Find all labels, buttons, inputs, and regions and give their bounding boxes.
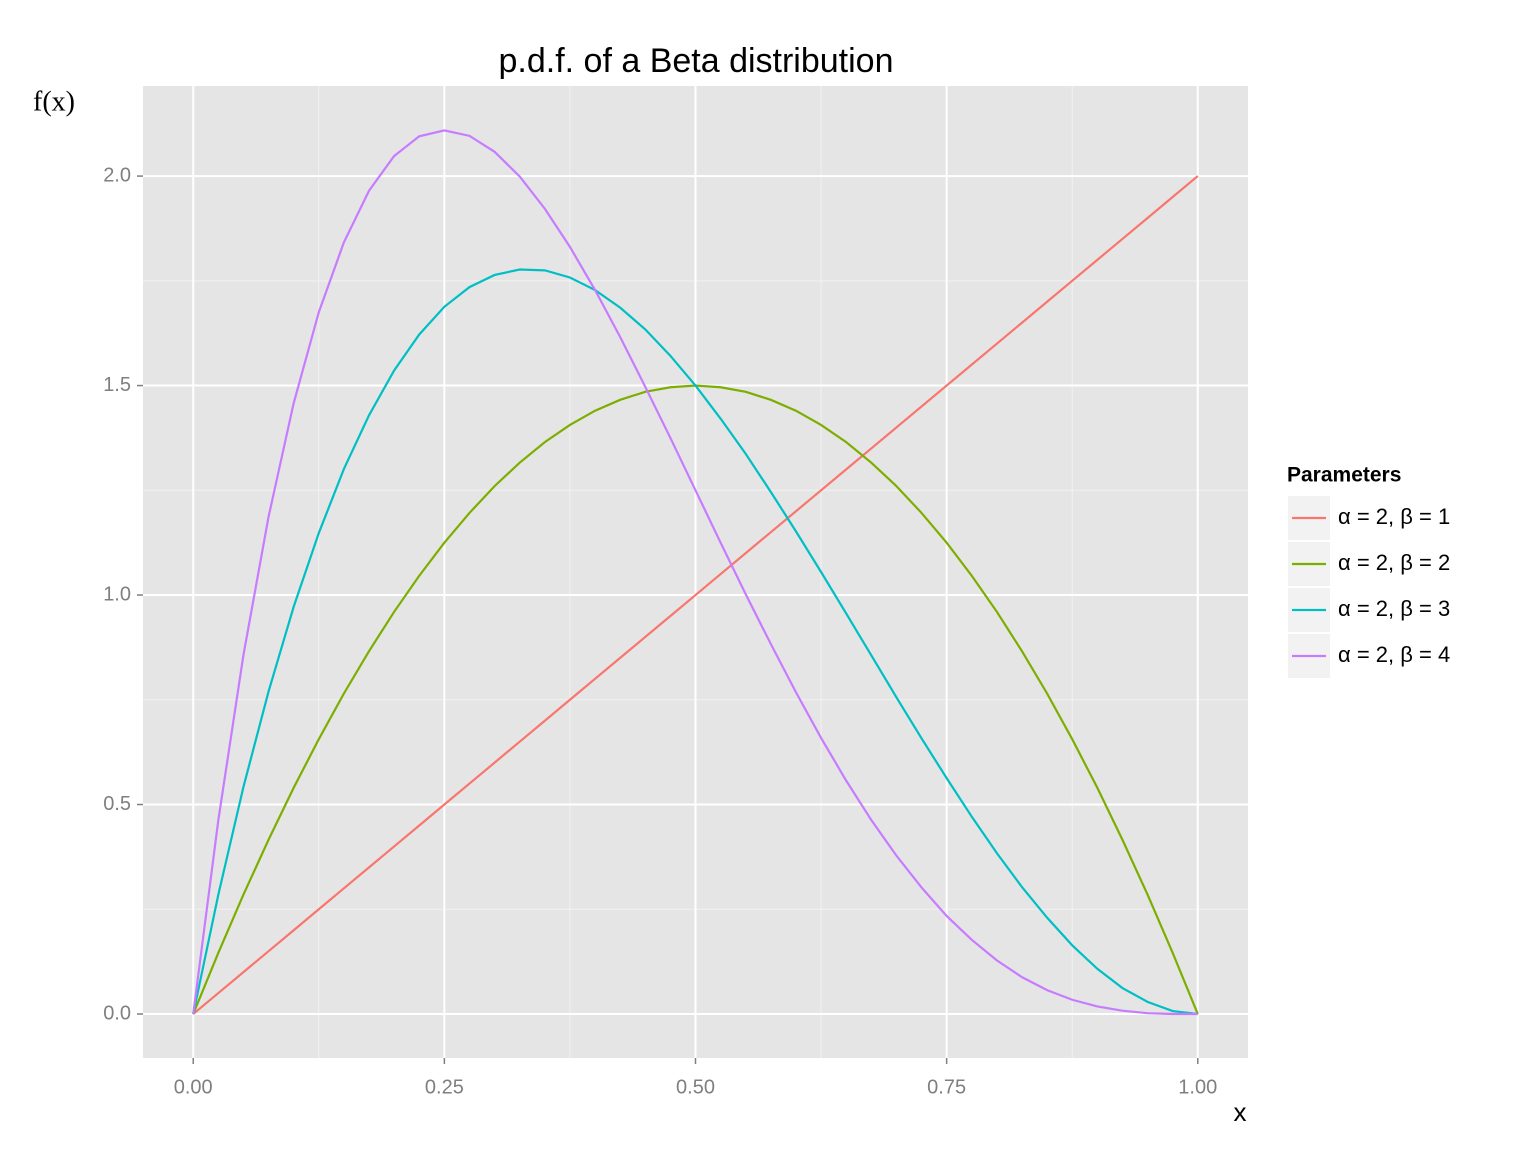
y-tick-label: 0.0 xyxy=(103,1002,131,1024)
y-tick-label: 1.0 xyxy=(103,583,131,605)
x-tick-label: 1.00 xyxy=(1178,1076,1217,1098)
legend-title: Parameters xyxy=(1287,464,1401,487)
legend-label: α = 2, β = 4 xyxy=(1338,642,1450,667)
y-axis-label: f(x) xyxy=(33,86,75,117)
x-axis-label: x xyxy=(1234,1097,1247,1127)
legend-label: α = 2, β = 1 xyxy=(1338,504,1450,529)
legend: Parameters α = 2, β = 1 α = 2, β = 2 α = 2… xyxy=(1287,464,1450,678)
series-line xyxy=(192,129,1198,1016)
legend-label: α = 2, β = 2 xyxy=(1338,550,1450,575)
legend-label: α = 2, β = 3 xyxy=(1338,596,1450,621)
x-tick-label: 0.75 xyxy=(927,1076,966,1098)
y-tick-label: 2.0 xyxy=(103,164,131,186)
x-tick-label: 0.50 xyxy=(676,1076,715,1098)
grid xyxy=(143,86,1248,1058)
x-tick-label: 0.25 xyxy=(425,1076,464,1098)
lines xyxy=(192,129,1199,1016)
series-line xyxy=(192,268,1198,1016)
x-tick-label: 0.00 xyxy=(174,1076,213,1098)
y-tick-label: 0.5 xyxy=(103,793,131,815)
y-tick-label: 1.5 xyxy=(103,374,131,396)
series-line xyxy=(192,175,1199,1015)
chart-title: p.d.f. of a Beta distribution xyxy=(498,42,893,80)
